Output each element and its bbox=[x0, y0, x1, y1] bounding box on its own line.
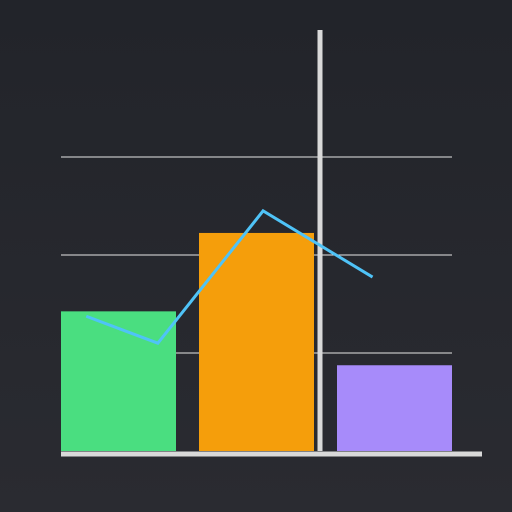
line-series bbox=[85, 208, 374, 345]
bar-2 bbox=[199, 232, 314, 451]
bar-1 bbox=[61, 311, 176, 451]
bar-3 bbox=[337, 365, 452, 451]
